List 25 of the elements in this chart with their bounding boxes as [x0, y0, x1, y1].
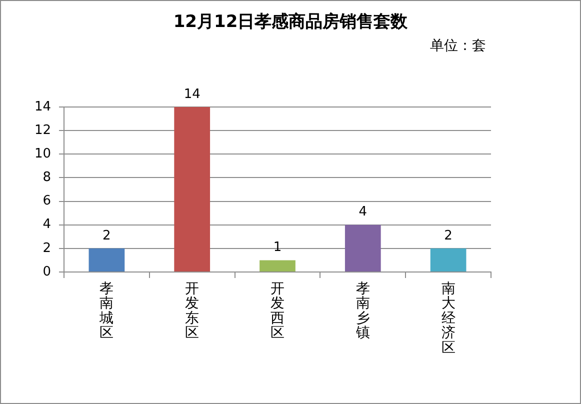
bar — [174, 107, 210, 272]
bar — [430, 248, 466, 272]
y-tick-label: 14 — [34, 99, 51, 114]
data-label: 1 — [273, 240, 282, 256]
x-tick-label: 开发东区 — [185, 280, 200, 342]
bar — [260, 260, 296, 272]
bar — [344, 224, 381, 272]
bar — [88, 248, 125, 272]
y-tick-label: 6 — [42, 194, 51, 209]
y-tick-label: 2 — [42, 240, 51, 256]
y-tick-label: 8 — [42, 170, 51, 186]
y-tick-label: 12 — [34, 122, 51, 138]
data-label: 14 — [184, 86, 200, 102]
x-tick-label: 南大经济区 — [441, 280, 456, 356]
x-tick-label: 孝南乡镇 — [354, 280, 370, 342]
chart-title: 12月12日孝感商品房销售套数 — [173, 12, 408, 32]
data-label: 2 — [102, 228, 111, 244]
data-label: 4 — [358, 204, 368, 220]
data-label: 2 — [444, 228, 452, 244]
x-tick-label: 开发西区 — [270, 280, 284, 342]
y-tick-label: 10 — [34, 146, 51, 162]
text: 单位：套 — [430, 38, 486, 54]
y-tick-label: 4 — [42, 217, 51, 232]
y-tick-label: 0 — [42, 264, 51, 280]
x-tick-label: 孝南城区 — [98, 280, 114, 342]
